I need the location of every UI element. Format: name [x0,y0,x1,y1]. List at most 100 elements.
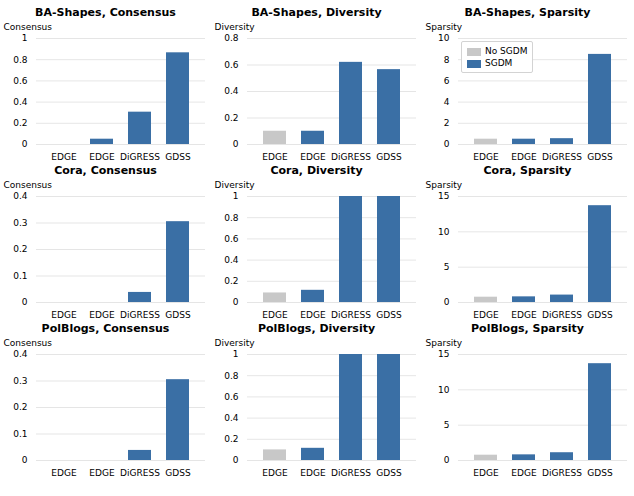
svg-text:GDSS: GDSS [376,310,402,320]
svg-text:DiGRESS: DiGRESS [331,310,371,320]
svg-text:GDSS: GDSS [587,468,613,478]
html-text:Cora, Diversity: Cora, Diversity [270,164,363,177]
svg-text:EDGE: EDGE [511,468,537,478]
svg-text:8: 8 [444,55,450,65]
svg-text:0: 0 [233,297,239,307]
svg-text:0.6: 0.6 [224,392,239,402]
svg-text:GDSS: GDSS [376,468,402,478]
svg-text:Diversity: Diversity [215,22,256,32]
svg-text:0.8: 0.8 [224,371,239,381]
svg-text:15: 15 [438,191,449,201]
svg-text:0.3: 0.3 [13,376,27,386]
svg-text:0.3: 0.3 [13,218,27,228]
svg-text:GDSS: GDSS [165,468,191,478]
svg-text:EDGE: EDGE [89,152,115,162]
svg-text:0.6: 0.6 [224,234,239,244]
html-text:BA-Shapes, Consensus: BA-Shapes, Consensus [35,6,176,19]
svg-text:0.8: 0.8 [224,33,239,43]
svg-text:0.4: 0.4 [224,255,239,265]
svg-text:0.8: 0.8 [224,213,239,223]
svg-text:EDGE: EDGE [262,152,288,162]
svg-text:6: 6 [444,76,450,86]
svg-text:Sparsity: Sparsity [426,180,463,190]
svg-text:DiGRESS: DiGRESS [120,468,160,478]
svg-text:GDSS: GDSS [376,152,402,162]
svg-text:DiGRESS: DiGRESS [331,152,371,162]
svg-text:GDSS: GDSS [587,152,613,162]
svg-text:0.1: 0.1 [13,271,27,281]
svg-text:Diversity: Diversity [215,338,256,348]
svg-text:EDGE: EDGE [89,310,115,320]
svg-text:DiGRESS: DiGRESS [542,310,582,320]
svg-text:10: 10 [438,227,450,237]
svg-text:EDGE: EDGE [300,310,326,320]
svg-text:EDGE: EDGE [511,152,537,162]
svg-text:4: 4 [444,97,450,107]
svg-text:EDGE: EDGE [473,152,499,162]
svg-text:0: 0 [444,297,450,307]
svg-text:1: 1 [233,349,239,359]
svg-text:0.2: 0.2 [13,118,27,128]
svg-text:10: 10 [438,385,450,395]
svg-text:0.2: 0.2 [224,113,238,123]
svg-text:EDGE: EDGE [300,468,326,478]
svg-text:0.4: 0.4 [13,97,28,107]
svg-text:EDGE: EDGE [51,152,77,162]
svg-text:DiGRESS: DiGRESS [542,152,582,162]
svg-text:GDSS: GDSS [165,152,191,162]
svg-text:0: 0 [444,139,450,149]
svg-text:Sparsity: Sparsity [426,22,463,32]
svg-text:1: 1 [22,33,28,43]
svg-text:5: 5 [444,420,450,430]
svg-text:EDGE: EDGE [300,152,326,162]
svg-text:2: 2 [444,118,450,128]
svg-text:0.6: 0.6 [224,60,239,70]
svg-text:EDGE: EDGE [51,468,77,478]
html-text:PolBlogs, Consensus: PolBlogs, Consensus [41,322,170,335]
svg-text:0.2: 0.2 [13,244,27,254]
svg-text:Diversity: Diversity [215,180,256,190]
svg-text:0.2: 0.2 [224,434,238,444]
svg-text:1: 1 [233,191,239,201]
svg-text:EDGE: EDGE [51,310,77,320]
svg-text:EDGE: EDGE [473,310,499,320]
svg-text:0.2: 0.2 [224,276,238,286]
svg-text:EDGE: EDGE [262,468,288,478]
svg-text:0: 0 [22,139,28,149]
svg-text:0.4: 0.4 [13,191,28,201]
svg-text:0.1: 0.1 [13,429,27,439]
svg-text:0: 0 [233,139,239,149]
svg-text:GDSS: GDSS [165,310,191,320]
svg-text:0.4: 0.4 [13,349,28,359]
svg-text:EDGE: EDGE [262,310,288,320]
svg-text:EDGE: EDGE [473,468,499,478]
svg-text:0: 0 [22,297,28,307]
html-text:Cora, Consensus: Cora, Consensus [54,164,157,177]
svg-text:DiGRESS: DiGRESS [542,468,582,478]
svg-text:GDSS: GDSS [587,310,613,320]
html-text:PolBlogs, Diversity: PolBlogs, Diversity [257,322,376,335]
svg-text:Sparsity: Sparsity [426,338,463,348]
svg-text:0.2: 0.2 [13,402,27,412]
svg-text:DiGRESS: DiGRESS [331,468,371,478]
svg-text:Consensus: Consensus [4,338,53,348]
svg-text:EDGE: EDGE [89,468,115,478]
svg-text:Consensus: Consensus [4,22,53,32]
svg-text:10: 10 [438,33,450,43]
svg-text:Consensus: Consensus [4,180,53,190]
html-text:Cora, Sparsity: Cora, Sparsity [483,164,572,177]
svg-text:0.4: 0.4 [224,413,239,423]
svg-text:0: 0 [233,455,239,465]
svg-text:0: 0 [22,455,28,465]
svg-text:0.4: 0.4 [224,86,239,96]
svg-text:EDGE: EDGE [511,310,537,320]
svg-text:DiGRESS: DiGRESS [120,152,160,162]
svg-text:0: 0 [444,455,450,465]
svg-text:0.6: 0.6 [13,76,28,86]
svg-text:15: 15 [438,349,449,359]
html-text:BA-Shapes, Sparsity: BA-Shapes, Sparsity [464,6,591,19]
svg-text:5: 5 [444,262,450,272]
html-text:BA-Shapes, Diversity: BA-Shapes, Diversity [251,6,382,19]
svg-text:DiGRESS: DiGRESS [120,310,160,320]
svg-text:0.8: 0.8 [13,55,28,65]
